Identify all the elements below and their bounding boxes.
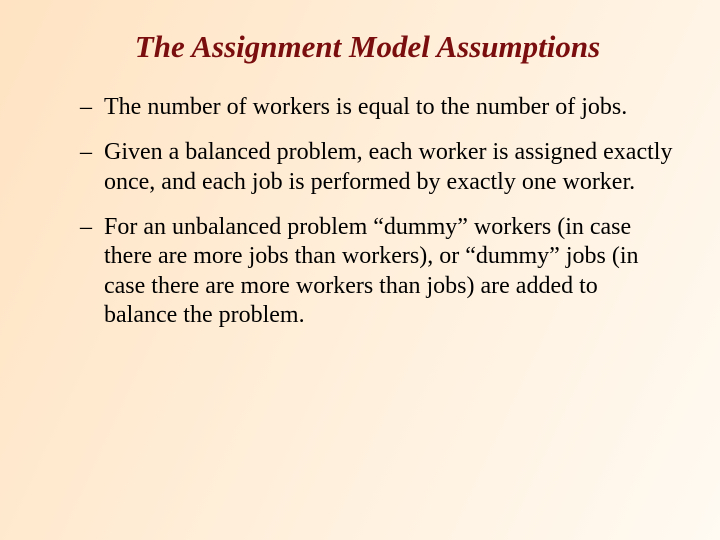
list-item: Given a balanced problem, each worker is… xyxy=(80,138,675,197)
bullet-list: The number of workers is equal to the nu… xyxy=(60,93,675,330)
list-item: The number of workers is equal to the nu… xyxy=(80,93,675,122)
list-item: For an unbalanced problem “dummy” worker… xyxy=(80,213,675,330)
slide: The Assignment Model Assumptions The num… xyxy=(0,0,720,540)
slide-title: The Assignment Model Assumptions xyxy=(60,28,675,65)
